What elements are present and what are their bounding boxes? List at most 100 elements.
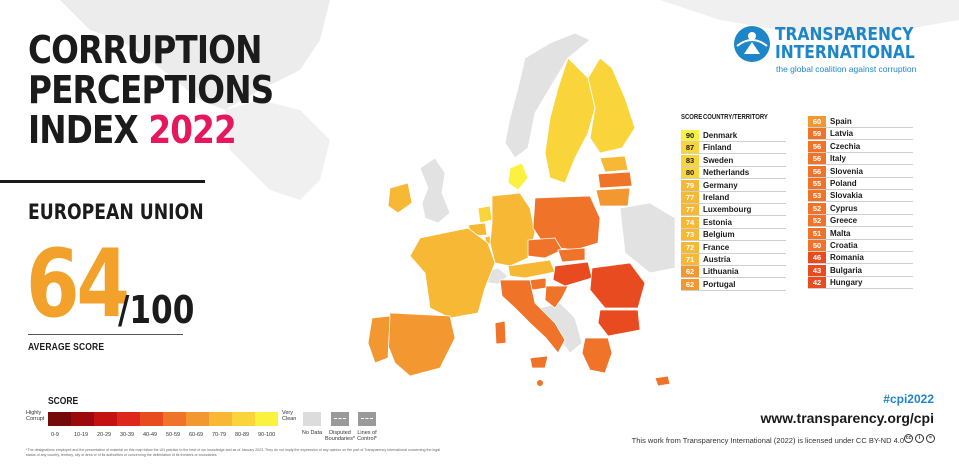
map-finland [587, 57, 636, 154]
legend-range-label: 60-69 [189, 432, 204, 438]
legend-range-label: 70-79 [212, 432, 227, 438]
country-name: Estonia [703, 217, 732, 227]
legend-range-label: 20-29 [97, 432, 112, 438]
map-greece [581, 337, 613, 374]
country-name: France [703, 242, 730, 252]
legend-range-label: 90-100 [258, 432, 276, 438]
country-name: Hungary [830, 278, 863, 288]
map-norway [504, 32, 591, 159]
eu-choropleth-map [367, 32, 676, 387]
title-year: 2022 [148, 108, 236, 152]
score-badge: 87 [681, 142, 699, 154]
country-name: Belgium [703, 230, 735, 240]
map-hungary [552, 261, 593, 287]
table-row: 62 Portugal [681, 278, 786, 291]
table-row: 55 Poland [808, 178, 913, 190]
score-badge: 62 [681, 278, 699, 290]
country-name: Romania [830, 253, 864, 263]
region-name: EUROPEAN UNION [28, 200, 204, 224]
table-row: 52 Cyprus [808, 202, 913, 215]
table-row: 77 Luxembourg [681, 204, 786, 217]
score-badge: 56 [808, 153, 826, 165]
country-name: Lithuania [703, 267, 739, 277]
average-score-denominator: /100 [118, 288, 195, 332]
table-row: 83 Sweden [681, 154, 786, 167]
country-name: Italy [830, 154, 847, 164]
table-row: 73 Belgium [681, 229, 786, 242]
table-row: 46 Romania [808, 252, 913, 265]
table-row: 43 Bulgaria [808, 264, 913, 277]
table-row: 52 Greece [808, 215, 913, 228]
map-croatia [544, 285, 569, 309]
country-name: Austria [703, 255, 731, 264]
score-badge: 62 [681, 266, 699, 278]
country-name: Denmark [703, 131, 738, 140]
map-austria [507, 259, 556, 279]
country-name: Malta [830, 228, 851, 238]
map-latvia [597, 171, 633, 189]
table-row: 62 Lithuania [681, 266, 786, 279]
table-row: 72 France [681, 241, 786, 254]
country-name: Poland [830, 179, 857, 188]
map-uk [419, 157, 451, 224]
country-name: Bulgaria [830, 265, 863, 275]
title-line-3: INDEX 2022 [28, 110, 273, 150]
table-row: 74 Estonia [681, 216, 786, 229]
score-badge: 83 [681, 154, 699, 166]
by-icon: i [915, 434, 924, 443]
score-badge: 59 [808, 128, 826, 140]
cc-icon: cc [904, 434, 913, 443]
legend-lines-swatch [358, 412, 376, 426]
average-score-label: AVERAGE SCORE [28, 342, 105, 353]
score-badge: 52 [808, 202, 826, 214]
average-divider [28, 334, 183, 335]
map-cyprus [654, 375, 671, 387]
score-badge: 72 [681, 241, 699, 253]
map-denmark [507, 162, 529, 191]
hashtag: #cpi2022 [883, 392, 934, 406]
score-badge: 56 [808, 140, 826, 152]
title-index-word: INDEX [28, 108, 139, 152]
score-badge: 43 [808, 264, 826, 276]
score-badge: 77 [681, 204, 699, 216]
title-line-1: CORRUPTION [28, 28, 262, 72]
table-row: 56 Italy [808, 153, 913, 166]
country-name: Slovakia [830, 191, 863, 201]
country-name: Slovenia [830, 166, 863, 176]
map-czechia [527, 237, 563, 259]
score-badge: 55 [808, 178, 826, 189]
legend-range-label: 10-19 [74, 432, 89, 438]
country-name: Croatia [830, 241, 858, 250]
map-bulgaria [597, 309, 641, 337]
score-badge: 42 [808, 277, 826, 289]
country-name: Cyprus [830, 203, 858, 213]
table-row: 50 Croatia [808, 240, 913, 252]
score-badge: 90 [681, 130, 699, 141]
map-sicily [529, 355, 549, 369]
logo-text-line-1: TRANSPARENCY [775, 24, 914, 45]
average-score-value: 64 [26, 230, 130, 339]
table-row: 90 Denmark [681, 130, 786, 142]
map-sweden [544, 57, 596, 184]
score-badge: 60 [808, 116, 826, 127]
score-badge: 74 [681, 216, 699, 228]
legend-title: SCORE [48, 396, 79, 407]
table-row: 80 Netherlands [681, 167, 786, 180]
score-badge: 71 [681, 254, 699, 265]
legend-very-clean: Very Clean [282, 410, 297, 422]
website-link[interactable]: www.transparency.org/cpi [760, 410, 935, 426]
legend-disputed-swatch [331, 412, 349, 426]
table-header-score: SCORE [681, 114, 703, 121]
map-slovenia [529, 277, 547, 291]
legend-swatch-50-59 [163, 412, 186, 426]
legend-swatch-70-79 [209, 412, 232, 426]
score-badge: 46 [808, 252, 826, 264]
logo-text-line-2: INTERNATIONAL [775, 42, 915, 63]
table-row: 42 Hungary [808, 277, 913, 290]
title-line-2: PERCEPTIONS [28, 68, 274, 112]
map-romania [589, 262, 646, 309]
map-spain [384, 312, 456, 377]
table-header-country: COUNTRY/TERRITORY [703, 114, 768, 121]
logo-tagline: the global coalition against corruption [776, 64, 917, 74]
